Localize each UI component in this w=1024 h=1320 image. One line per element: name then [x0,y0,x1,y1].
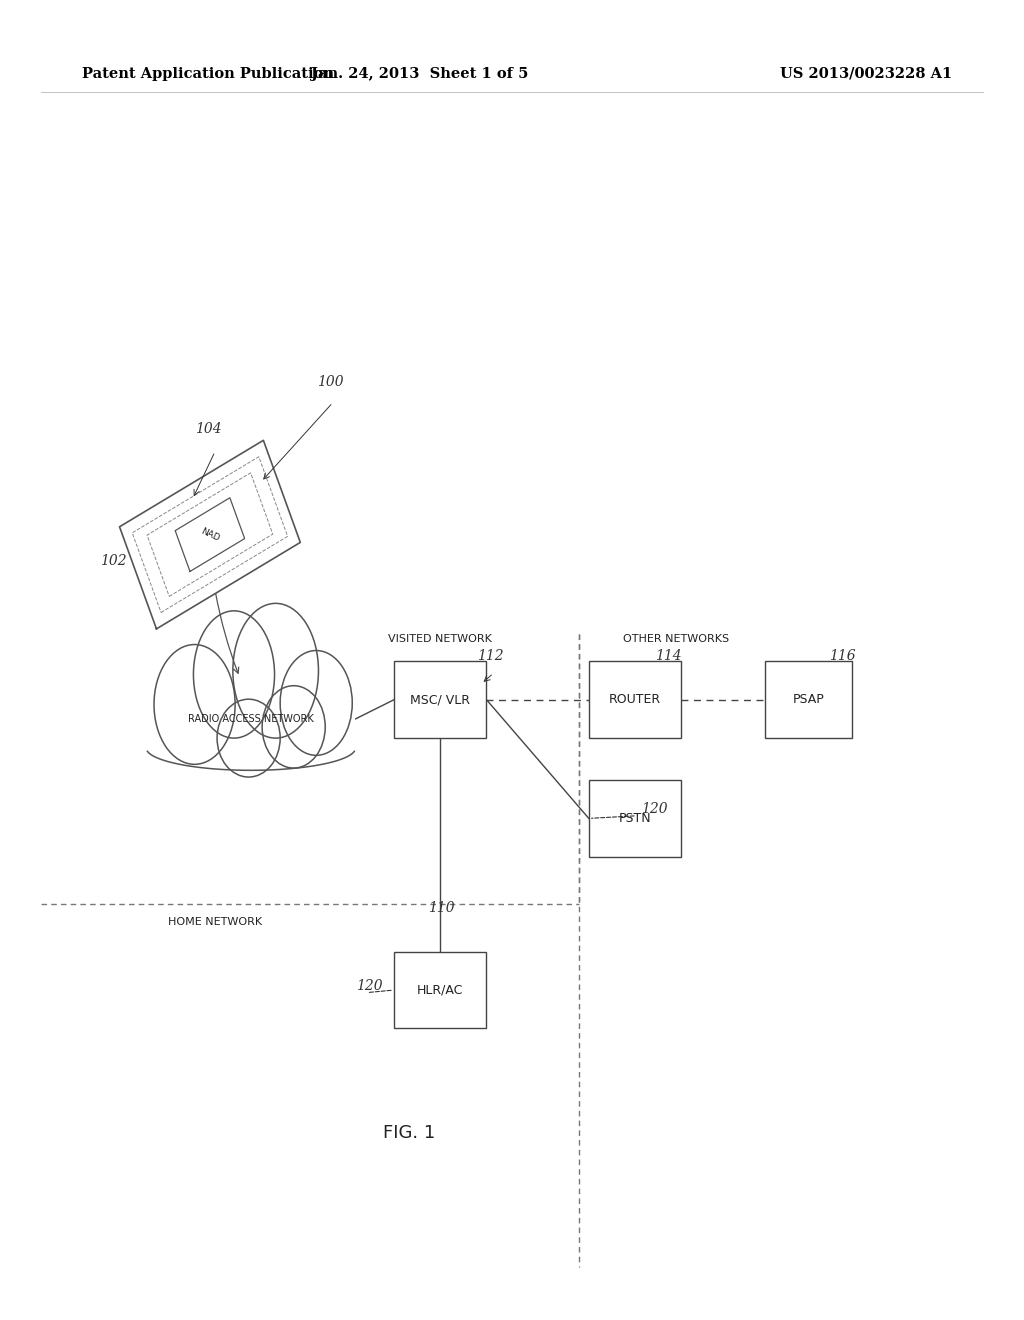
Text: US 2013/0023228 A1: US 2013/0023228 A1 [780,67,952,81]
Text: 100: 100 [317,375,344,389]
Ellipse shape [194,611,274,738]
Text: 102: 102 [100,553,127,568]
Text: PSAP: PSAP [793,693,825,706]
Text: 120: 120 [641,801,668,816]
Text: VISITED NETWORK: VISITED NETWORK [388,634,493,644]
Ellipse shape [146,697,355,764]
Text: Patent Application Publication: Patent Application Publication [82,67,334,81]
Text: HOME NETWORK: HOME NETWORK [168,917,262,928]
Text: MSC/ VLR: MSC/ VLR [411,693,470,706]
Text: 116: 116 [829,648,856,663]
Text: RADIO ACCESS NETWORK: RADIO ACCESS NETWORK [188,714,313,725]
Text: ROUTER: ROUTER [609,693,660,706]
Text: 104: 104 [195,421,221,436]
FancyBboxPatch shape [766,661,852,738]
Text: 114: 114 [655,648,682,663]
Ellipse shape [281,651,352,755]
FancyBboxPatch shape [394,952,486,1028]
Ellipse shape [154,644,236,764]
FancyBboxPatch shape [394,661,486,738]
Text: 120: 120 [356,978,383,993]
Ellipse shape [232,603,318,738]
Polygon shape [120,441,300,628]
Text: NAD: NAD [199,527,221,543]
Polygon shape [175,498,245,572]
Text: PSTN: PSTN [618,812,651,825]
Text: 112: 112 [477,648,504,663]
Ellipse shape [262,685,326,768]
FancyBboxPatch shape [589,661,681,738]
Text: HLR/AC: HLR/AC [417,983,464,997]
Text: FIG. 1: FIG. 1 [383,1123,436,1142]
Text: Jan. 24, 2013  Sheet 1 of 5: Jan. 24, 2013 Sheet 1 of 5 [311,67,528,81]
FancyBboxPatch shape [589,780,681,857]
Ellipse shape [217,700,281,777]
Text: 110: 110 [428,900,455,915]
Ellipse shape [146,675,355,764]
Text: OTHER NETWORKS: OTHER NETWORKS [623,634,729,644]
